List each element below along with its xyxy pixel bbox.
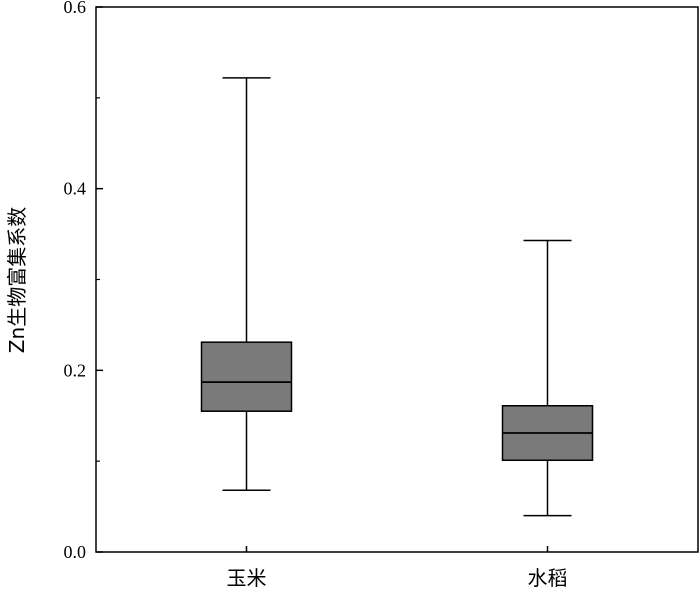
box-0	[200, 77, 293, 491]
box-1	[501, 239, 594, 517]
y-tick-label-2: 0.4	[64, 179, 87, 199]
y-tick-label-1: 0.2	[64, 360, 87, 380]
plot-frame	[95, 6, 699, 553]
y-axis-title: Zn生物富集系数	[5, 207, 29, 353]
y-tick-label-0: 0.0	[64, 542, 87, 562]
x-axis-labels: 玉米 水稻	[227, 546, 568, 590]
category-label-1: 水稻	[528, 566, 568, 590]
y-axis-ticks: 0.0 0.2 0.4 0.6	[64, 0, 103, 562]
iqr-box-0	[200, 341, 293, 412]
category-label-0: 玉米	[227, 566, 267, 590]
y-tick-label-3: 0.6	[64, 0, 87, 17]
box-series	[200, 77, 594, 517]
